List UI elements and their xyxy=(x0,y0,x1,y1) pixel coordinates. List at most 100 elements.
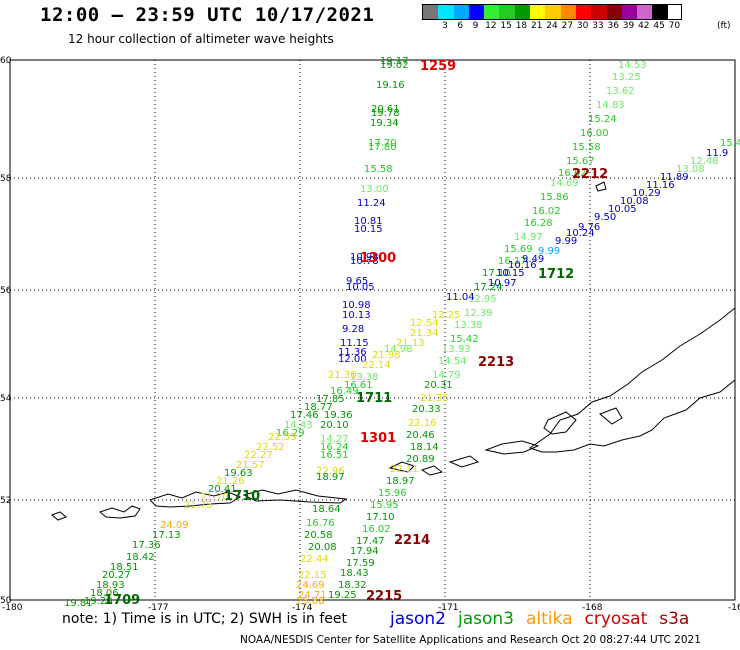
wave-height-reading: 16.51 xyxy=(320,450,349,461)
wave-height-reading: 9.76 xyxy=(578,222,600,233)
wave-height-reading: 17.47 xyxy=(356,536,385,547)
wave-height-reading: 15.69 xyxy=(504,244,533,255)
wave-height-reading: 13.62 xyxy=(606,86,635,97)
wave-height-reading: 13.93 xyxy=(442,344,471,355)
wave-height-reading: 10.98 xyxy=(350,252,379,263)
wave-height-reading: 9.65 xyxy=(346,276,368,287)
legend-swatch xyxy=(453,5,469,19)
latitude-label: 56 xyxy=(0,286,12,296)
wave-height-legend: 3 6 9 12 15 18 21 24 27 30 33 36 39 42 45 70 (ft) xyxy=(422,4,731,31)
latitude-label: 52 xyxy=(0,496,11,506)
wave-height-reading: 17.80 xyxy=(368,142,397,153)
pass-time-label: 1300 xyxy=(360,251,396,266)
legend-color-bar xyxy=(422,4,683,20)
wave-height-reading: 11.04 xyxy=(446,292,475,303)
legend-labels: 3 6 9 12 15 18 21 24 27 30 33 36 39 42 45 70 xyxy=(422,21,682,31)
wave-height-reading: 24.09 xyxy=(160,520,189,531)
legend-unit: (ft) xyxy=(717,21,731,31)
wave-height-reading: 17.85 xyxy=(316,394,345,405)
wave-height-reading: 10.29 xyxy=(632,188,661,199)
wave-height-reading: 15.96 xyxy=(378,488,407,499)
legend-swatch xyxy=(468,5,485,19)
wave-height-reading: 14.53 xyxy=(618,60,647,71)
wave-height-reading: 13.38 xyxy=(350,372,379,383)
wave-height-reading: 12.39 xyxy=(464,308,493,319)
wave-height-reading: 20.58 xyxy=(304,530,333,541)
wave-height-reading: 24.71 xyxy=(298,590,327,601)
map-title: 12:00 – 23:59 UTC 10/17/2021 xyxy=(40,4,375,26)
wave-height-reading: 17.10 xyxy=(366,512,395,523)
pass-time-label: 1301 xyxy=(360,431,396,446)
wave-height-reading: 20.89 xyxy=(406,454,435,465)
wave-height-reading: 18.97 xyxy=(386,476,415,487)
legend-swatch xyxy=(637,5,653,19)
wave-height-reading: 16.28 xyxy=(524,218,553,229)
satellite-s3a: s3a xyxy=(659,609,690,629)
wave-height-reading: 19.63 xyxy=(224,468,253,479)
wave-height-reading: 16.29 xyxy=(276,428,305,439)
wave-height-reading: 16.61 xyxy=(344,380,373,391)
latitude-label: 58 xyxy=(0,174,12,184)
wave-height-reading: 20.10 xyxy=(320,420,349,431)
wave-height-reading: 14.27 xyxy=(320,434,349,445)
wave-height-reading: 16.62 xyxy=(558,168,587,179)
legend-label: 39 xyxy=(622,21,635,31)
legend-label: 33 xyxy=(592,21,604,31)
wave-height-reading: 18.14 xyxy=(410,442,439,453)
wave-height-reading: 10.13 xyxy=(342,310,371,321)
wave-height-reading: 18.51 xyxy=(110,562,139,573)
wave-height-reading: 22.44 xyxy=(300,554,329,565)
legend-label: 21 xyxy=(531,21,543,31)
aleutian-island xyxy=(98,505,141,519)
wave-height-reading: 11.24 xyxy=(357,198,386,209)
wave-height-reading: 10.78 xyxy=(350,256,379,267)
wave-height-reading: 17.59 xyxy=(346,558,375,569)
wave-height-reading: 12.48 xyxy=(690,156,719,167)
longitude-label: -174 xyxy=(292,603,313,613)
wave-height-reading: 21.13 xyxy=(396,338,425,349)
units-note: note: 1) Time is in UTC; 2) SWH is in fe… xyxy=(62,611,348,627)
wave-height-reading: 20.27 xyxy=(102,570,131,581)
legend-swatch xyxy=(499,5,515,19)
wave-height-reading: 14.43 xyxy=(284,420,313,431)
wave-height-reading: 17.24 xyxy=(474,282,503,293)
wave-height-reading: 13.08 xyxy=(676,164,705,175)
wave-height-reading: 17.10 xyxy=(482,268,511,279)
legend-label: 45 xyxy=(653,21,665,31)
wave-height-reading: 15.24 xyxy=(588,114,617,125)
wave-height-reading: 17.94 xyxy=(350,546,379,557)
wave-height-reading: 14.83 xyxy=(596,100,625,111)
pass-time-label: 2213 xyxy=(478,355,514,370)
wave-height-reading: 15.67 xyxy=(566,156,595,167)
wave-height-reading: 12.95 xyxy=(468,294,497,305)
wave-height-reading: 18.43 xyxy=(340,568,369,579)
wave-height-reading: 21.36 xyxy=(420,393,449,404)
aleutian-island xyxy=(388,461,415,473)
wave-height-reading: 10.15 xyxy=(354,224,383,235)
legend-swatch xyxy=(423,5,439,19)
wave-height-reading: 19.25 xyxy=(328,590,357,601)
longitude-label: -177 xyxy=(148,603,168,613)
wave-height-reading: 10.98 xyxy=(342,300,371,311)
wave-height-reading: 16.17 xyxy=(498,256,527,267)
legend-label: 27 xyxy=(561,21,574,31)
wave-height-reading: 9.50 xyxy=(594,212,616,223)
legend-label: 30 xyxy=(576,21,589,31)
wave-height-reading: 13.25 xyxy=(612,72,641,83)
credit-line: NOAA/NESDIS Center for Satellite Applica… xyxy=(240,634,701,646)
wave-height-reading: 15.42 xyxy=(450,334,479,345)
legend-label: 9 xyxy=(472,21,479,31)
wave-height-reading: 15.48 xyxy=(720,138,740,149)
wave-height-reading: 16.76 xyxy=(306,518,335,529)
wave-height-reading: 9.99 xyxy=(538,246,560,257)
wave-height-reading: 20.41 xyxy=(208,484,237,495)
wave-height-reading: 18.06 xyxy=(90,588,119,599)
wave-height-reading: 16.02 xyxy=(362,524,391,535)
wave-height-reading: 21.98 xyxy=(372,350,401,361)
wave-height-reading: 18.77 xyxy=(304,402,333,413)
satellite-jason2: jason2 xyxy=(390,609,446,629)
wave-height-reading: 20.08 xyxy=(308,542,337,553)
wave-height-reading: 14.79 xyxy=(432,370,461,381)
wave-height-reading: 10.05 xyxy=(346,282,375,293)
